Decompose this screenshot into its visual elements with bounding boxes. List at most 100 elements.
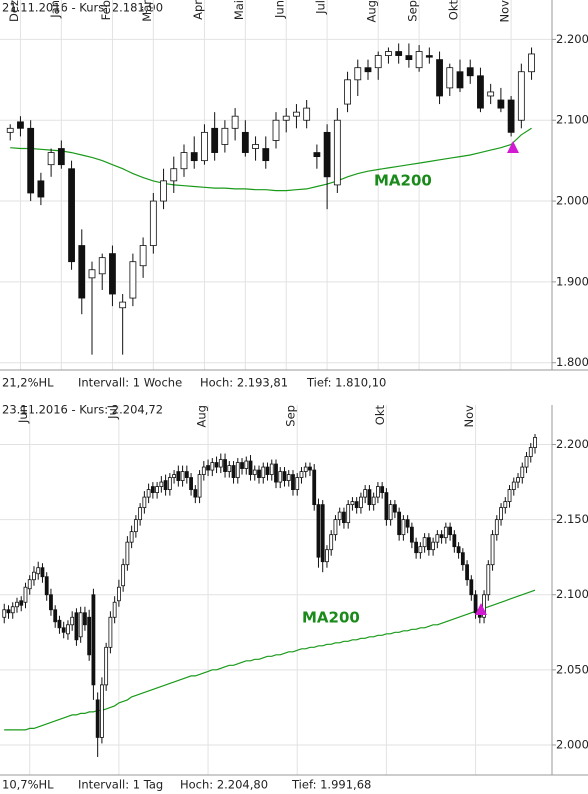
candle-body: [337, 511, 342, 521]
candle-body: [291, 474, 295, 490]
candle-body: [15, 601, 19, 608]
x-tick-label: Okt: [373, 405, 387, 426]
y-tick-label: 2.000: [556, 194, 588, 208]
candle-body: [2, 609, 7, 618]
candle-body: [473, 594, 478, 614]
candle-body: [346, 504, 351, 524]
candle-body: [503, 501, 508, 509]
candle-body: [354, 501, 359, 509]
candle-body: [303, 107, 311, 121]
candle-body: [91, 594, 96, 686]
candle-body: [189, 477, 193, 490]
x-tick-label: Feb: [99, 0, 113, 20]
candle-body: [109, 253, 116, 295]
candle-body: [456, 546, 461, 554]
candle-body: [180, 471, 185, 481]
candle-body: [252, 144, 259, 149]
candle-body: [61, 627, 66, 633]
candle-body: [160, 180, 167, 202]
footer-stat: Tief: 1.991,68: [291, 778, 371, 792]
candle-body: [47, 152, 55, 166]
candle-body: [112, 601, 117, 618]
candle-body: [88, 269, 96, 279]
candle-body: [367, 489, 372, 506]
candle-body: [211, 127, 219, 153]
x-tick-label: Mai: [232, 0, 246, 20]
candle-body: [269, 463, 274, 475]
ma-label: MA200: [374, 172, 432, 190]
candle-body: [344, 79, 351, 105]
x-tick-label: Sep: [406, 0, 420, 22]
footer-stat: Tief: 1.810,10: [306, 376, 386, 390]
candle-body: [163, 480, 168, 490]
candle-body: [409, 526, 414, 543]
candle-body: [303, 466, 308, 472]
x-tick-label: Aug: [195, 405, 209, 427]
candle-body: [278, 471, 283, 483]
candle-body: [221, 127, 229, 145]
chart-title: 21.11.2016 - Kurs: 2.181,90: [2, 1, 163, 15]
candle-body: [66, 624, 70, 635]
candle-body: [49, 594, 53, 611]
candle-body: [27, 579, 32, 590]
candle-body: [78, 245, 86, 299]
candle-body: [176, 471, 181, 481]
y-tick-label: 2.200: [556, 437, 588, 451]
candle-body: [274, 463, 278, 483]
candle-body: [388, 504, 393, 521]
candle-body: [125, 541, 130, 566]
candle-body: [376, 486, 380, 498]
candle-body: [520, 466, 525, 478]
candle-body: [150, 486, 155, 493]
candle-body: [397, 511, 402, 536]
x-tick-label: Jul: [105, 405, 119, 420]
footer-stat: 10,7%HL: [2, 778, 54, 792]
candle-body: [98, 257, 106, 275]
candle-body: [257, 469, 261, 478]
candle-body: [116, 586, 121, 602]
candle-body: [469, 579, 474, 596]
candle-body: [312, 469, 317, 506]
footer-stat: Intervall: 1 Tag: [78, 778, 163, 792]
candle-body: [460, 552, 465, 566]
candle-body: [517, 71, 525, 121]
y-tick-label: 2.050: [556, 662, 588, 676]
candle-body: [354, 67, 362, 81]
y-tick-label: 2.100: [556, 113, 588, 127]
x-tick-label: Jan: [48, 0, 62, 19]
candle-body: [252, 469, 257, 475]
candle-body: [452, 534, 457, 548]
candle-body: [170, 168, 178, 182]
candle-body: [119, 301, 127, 309]
footer-stat: 21,2%HL: [2, 376, 54, 390]
candle-body: [37, 180, 45, 198]
candle-body: [138, 507, 143, 521]
candle-body: [23, 586, 28, 603]
candle-body: [214, 462, 219, 468]
candle-body: [415, 51, 423, 69]
candle-body: [184, 471, 189, 478]
candle-body: [261, 466, 266, 478]
candle-body: [425, 55, 433, 58]
candle-body: [70, 616, 75, 626]
candle-body: [146, 489, 151, 498]
candle-body: [155, 486, 160, 493]
candle-body: [57, 619, 62, 629]
candle-body: [448, 526, 452, 536]
y-tick-label: 1.900: [556, 274, 588, 288]
candle-body: [487, 91, 495, 97]
chart-title: 23.11.2016 - Kurs: 2.204,72: [2, 403, 163, 417]
candle-body: [10, 606, 15, 614]
candle-body: [262, 148, 270, 162]
candle-body: [241, 131, 249, 153]
candle-body: [516, 477, 520, 483]
candle-body: [477, 75, 484, 109]
candle-body: [392, 504, 397, 513]
candle-body: [139, 245, 147, 267]
candle-body: [426, 537, 431, 551]
candle-body: [104, 646, 109, 686]
candle-body: [6, 127, 14, 133]
x-tick-label: Aug: [365, 0, 379, 22]
candle-body: [316, 504, 321, 558]
candle-body: [533, 437, 537, 448]
